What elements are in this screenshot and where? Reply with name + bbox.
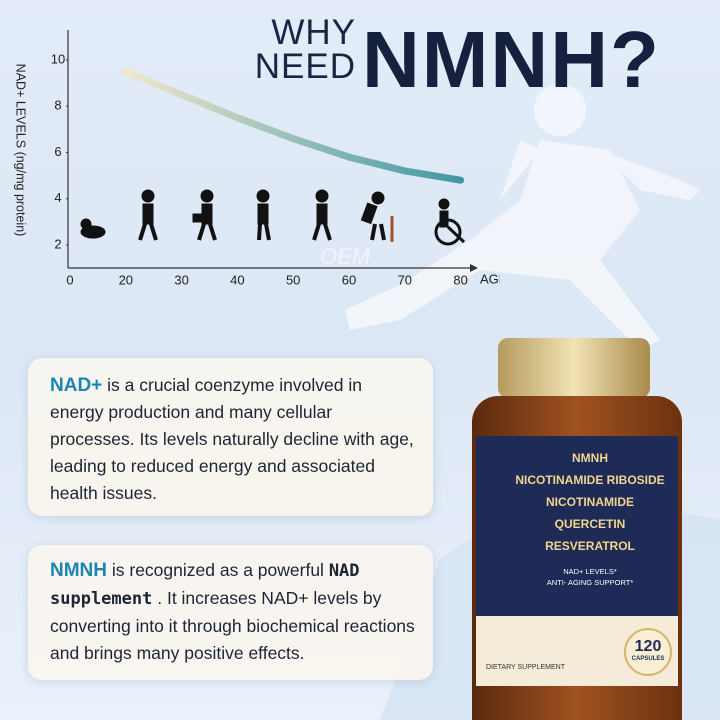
info-box: NMNH is recognized as a powerful NAD sup…	[28, 545, 433, 680]
y-tick-label: 4	[54, 190, 61, 205]
ingredient: NMNH	[572, 451, 608, 465]
bottle-label-bottom: DIETARY SUPPLEMENT 120 CAPSULES	[476, 616, 678, 686]
y-axis-label: NAD+ LEVELS (ng/mg protein)	[14, 64, 28, 237]
claim: NAD+ LEVELS*	[563, 567, 617, 576]
nad-curve	[122, 68, 465, 184]
ingredient: RESVERATROL	[545, 539, 635, 553]
title-line: NEED	[254, 47, 356, 86]
bottle-label: NMNH NICOTINAMIDE RIBOSIDE NICOTINAMIDE QUE…	[476, 436, 678, 616]
runner-silhouette	[345, 84, 700, 350]
paragraph-text: . It increases NAD+ levels by converting…	[50, 588, 415, 663]
x-tick-label: 50	[286, 272, 300, 287]
x-tick-label: 0	[66, 272, 73, 287]
x-tick-label: 20	[119, 272, 133, 287]
claims: NAD+ LEVELS* ANTI- AGING SUPPORT*	[502, 566, 678, 588]
claim: ANTI- AGING SUPPORT*	[546, 578, 634, 587]
ingredient: NICOTINAMIDE	[546, 495, 634, 509]
count-badge: 120 CAPSULES	[624, 628, 672, 676]
capsule-count: 120	[634, 638, 662, 655]
x-tick-label: 60	[342, 272, 356, 287]
paragraph-text: is recognized as a powerful	[111, 560, 324, 580]
ingredients: NMNH NICOTINAMIDE RIBOSIDE NICOTINAMIDE QUE…	[502, 450, 678, 560]
paragraph: NMNH is recognized as a powerful NAD sup…	[28, 545, 433, 667]
watermark: OEM	[320, 244, 371, 269]
title-small: WHY NEED	[248, 13, 356, 86]
label-footer: DIETARY SUPPLEMENT	[486, 664, 565, 671]
title-line: WHY	[271, 13, 356, 52]
paragraph: NAD+ is a crucial coenzyme involved in e…	[28, 358, 433, 507]
highlight: NMNH	[50, 560, 107, 581]
y-tick-label: 2	[54, 236, 61, 251]
x-tick-label: 30	[174, 272, 188, 287]
bottle-cap	[498, 338, 650, 398]
age-icons	[80, 189, 466, 246]
x-tick-label: 70	[398, 272, 412, 287]
ingredient: NICOTINAMIDE RIBOSIDE	[515, 473, 665, 487]
highlight: NAD+	[50, 375, 103, 396]
y-tick-label: 8	[54, 98, 61, 113]
title-main: NMNH?	[362, 15, 661, 104]
y-tick-label: 6	[54, 144, 61, 159]
bold-text: NAD supplement	[50, 561, 360, 609]
bottle: NMNH NICOTINAMIDE RIBOSIDE NICOTINAMIDE QUE…	[472, 338, 682, 720]
paragraph-text: is a crucial coenzyme involved in energy…	[50, 375, 414, 503]
capsule-unit: CAPSULES	[631, 656, 665, 662]
y-tick-label: 10	[51, 51, 65, 66]
axis-arrow	[470, 264, 478, 272]
chart: NAD+ LEVELS (ng/mg protein) AGE OEM 2 4 6 8…	[14, 30, 500, 287]
x-tick-label: 40	[230, 272, 244, 287]
ingredient: QUERCETIN	[554, 517, 626, 531]
x-tick-label: 80	[453, 272, 467, 287]
x-axis-label: AGE	[480, 271, 500, 286]
info-box: NAD+ is a crucial coenzyme involved in e…	[28, 358, 433, 516]
